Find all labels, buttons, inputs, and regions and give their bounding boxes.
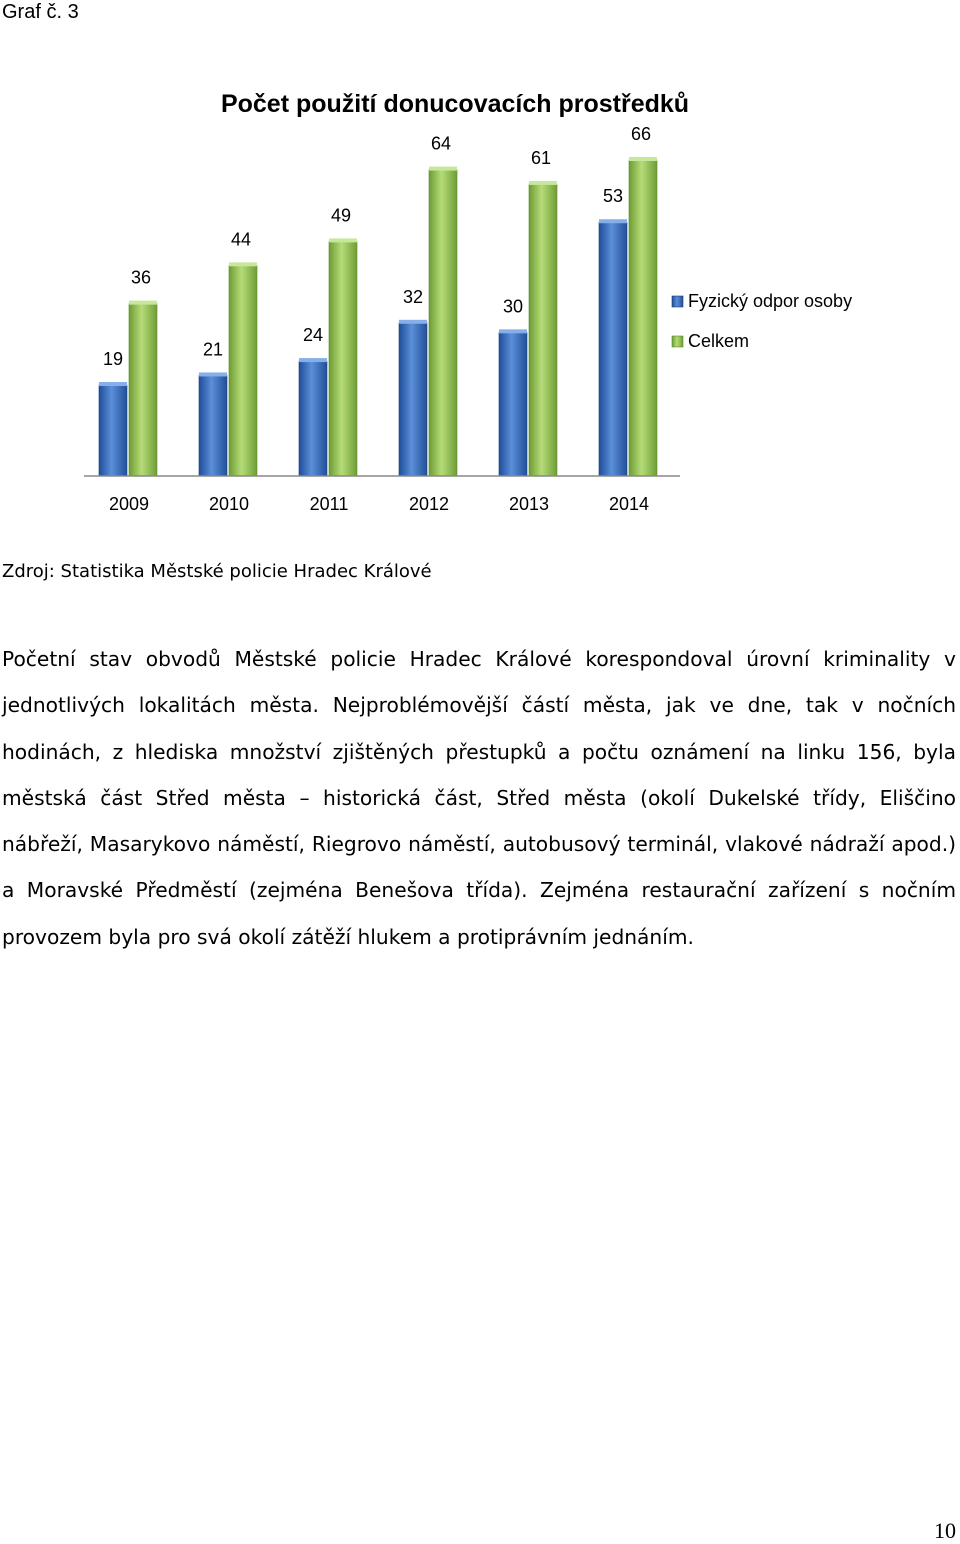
data-label: 21: [203, 339, 223, 359]
bar-chart: Počet použití donucovacích prostředků 19…: [84, 90, 852, 514]
bar-top-celkem-2013: [529, 180, 557, 185]
bar-top-fyzicky-odpor-2012: [399, 319, 427, 324]
bar-fyzicky-odpor-2009: [98, 384, 128, 477]
bar-celkem-2010: [228, 265, 258, 477]
x-tick-label: 2012: [409, 494, 449, 514]
bar-top-fyzicky-odpor-2014: [599, 219, 627, 224]
legend-label: Celkem: [688, 331, 749, 351]
bar-celkem-2009: [128, 303, 158, 477]
bar-celkem-2013: [528, 183, 558, 477]
source-note: Zdroj: Statistika Městské policie Hradec…: [2, 561, 432, 582]
data-label: 64: [431, 134, 451, 154]
legend-swatch: [671, 335, 684, 348]
bar-top-celkem-2012: [429, 166, 457, 171]
bar-top-celkem-2014: [629, 157, 657, 161]
data-label: 66: [631, 124, 651, 144]
data-label: 19: [103, 349, 123, 369]
bar-fyzicky-odpor-2010: [198, 375, 228, 477]
data-label: 30: [503, 296, 523, 316]
bar-fyzicky-odpor-2011: [298, 360, 328, 477]
bar-top-fyzicky-odpor-2013: [499, 329, 527, 334]
figure-caption: Graf č. 3: [2, 1, 79, 23]
data-label: 36: [131, 268, 151, 288]
x-tick-label: 2011: [310, 494, 349, 514]
data-label: 32: [403, 287, 423, 307]
bar-celkem-2014: [628, 159, 658, 477]
data-label: 61: [531, 148, 551, 168]
bar-top-fyzicky-odpor-2009: [99, 382, 127, 387]
bar-fyzicky-odpor-2014: [598, 221, 628, 477]
x-tick-label: 2010: [209, 494, 249, 514]
bar-top-celkem-2010: [229, 262, 257, 267]
data-label: 24: [303, 325, 323, 345]
bar-top-fyzicky-odpor-2010: [199, 372, 227, 377]
bar-fyzicky-odpor-2013: [498, 332, 528, 477]
x-tick-label: 2009: [109, 494, 149, 514]
chart-title: Počet použití donucovacích prostředků: [221, 90, 689, 118]
body-paragraph: Početní stav obvodů Městské policie Hrad…: [2, 647, 956, 949]
data-label: 44: [231, 229, 251, 249]
data-label: 53: [603, 186, 623, 206]
x-tick-label: 2013: [509, 494, 549, 514]
legend-label: Fyzický odpor osoby: [688, 291, 852, 311]
bar-top-fyzicky-odpor-2011: [299, 358, 327, 363]
bar-celkem-2011: [328, 241, 358, 477]
bar-top-celkem-2009: [129, 300, 157, 305]
bar-celkem-2012: [428, 169, 458, 477]
legend: Fyzický odpor osoby Celkem: [671, 291, 852, 351]
legend-swatch: [671, 295, 684, 308]
page-number: 10: [934, 1518, 956, 1543]
x-tick-label: 2014: [609, 494, 649, 514]
bar-top-celkem-2011: [329, 238, 357, 243]
data-label: 49: [331, 205, 351, 225]
bar-fyzicky-odpor-2012: [398, 322, 428, 477]
